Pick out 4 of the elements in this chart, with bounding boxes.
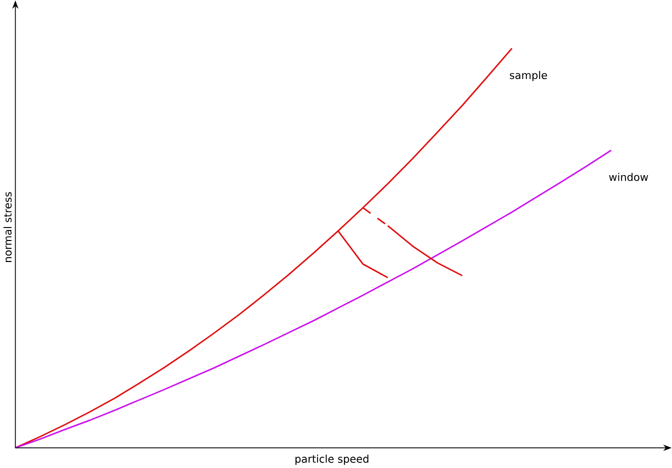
series-label: window — [609, 172, 648, 181]
y-axis-title: normal stress — [3, 192, 12, 262]
series-label: sample — [510, 70, 547, 81]
x-axis-title: particle speed — [295, 454, 368, 465]
